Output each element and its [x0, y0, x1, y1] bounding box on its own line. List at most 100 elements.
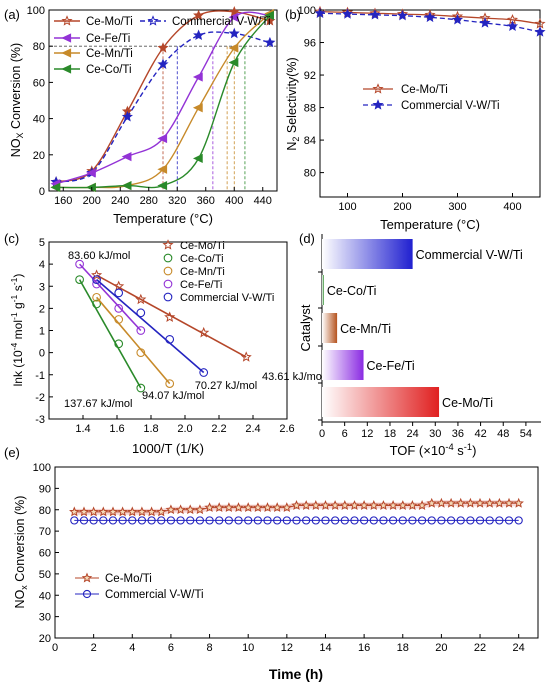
energy-label: 94.07 kJ/mol	[142, 390, 204, 402]
y-axis-title: Catalyst	[298, 304, 313, 351]
circle-marker	[331, 516, 340, 525]
circle-marker	[446, 516, 456, 525]
x-tick-label: 2.0	[177, 423, 192, 435]
circle-marker	[244, 516, 253, 525]
circle-marker	[92, 299, 101, 309]
y-tick-label: 84	[304, 135, 316, 147]
star-marker	[136, 506, 148, 517]
star-marker	[91, 269, 103, 280]
fit-line	[79, 263, 142, 332]
star-marker	[233, 502, 244, 513]
circle-marker	[163, 279, 173, 289]
circle-marker	[114, 339, 124, 349]
circle-marker	[369, 516, 378, 525]
x-tick-label: 30	[429, 428, 441, 440]
x-tick-label: 20	[435, 642, 447, 654]
x-tick-label: 12	[361, 428, 373, 440]
x-tick-label: 320	[168, 195, 186, 207]
circle-marker	[388, 516, 398, 525]
circle-marker	[163, 253, 173, 263]
energy-label: 70.27 kJ/mol	[195, 380, 257, 392]
y-tick-label: 60	[39, 548, 51, 560]
star-marker	[157, 58, 169, 69]
y-tick-label: 5	[39, 237, 45, 249]
circle-marker	[75, 275, 84, 284]
circle-marker	[359, 516, 369, 525]
star-marker	[310, 500, 322, 510]
star-marker	[213, 502, 225, 513]
circle-marker	[485, 516, 494, 525]
circle-marker	[136, 308, 146, 318]
energy-label: 83.60 kJ/mol	[68, 250, 130, 262]
circle-marker	[136, 326, 146, 335]
star-marker	[372, 83, 384, 94]
triangle-marker	[61, 48, 72, 58]
x-tick-label: 24	[406, 428, 418, 440]
triangle-marker	[86, 168, 96, 178]
star-marker	[223, 502, 235, 513]
y-tick-label: 70	[39, 526, 51, 538]
circle-marker	[114, 303, 124, 313]
circle-marker	[224, 516, 233, 525]
energy-label: 137.67 kJ/mol	[64, 398, 132, 410]
star-marker	[484, 497, 495, 508]
legend-label: Commercial V-W/Ti	[105, 589, 204, 601]
star-marker	[378, 500, 389, 510]
star-marker	[264, 36, 276, 48]
y-tick-label: 92	[304, 70, 316, 82]
x-tick-label: 1.6	[109, 423, 124, 435]
panel-b: 100 200 300 400 80 84 88 92 96 100 Temperature (°C…	[285, 5, 546, 232]
star-marker	[479, 17, 491, 28]
x-tick-label: 280	[140, 195, 158, 207]
y-tick-label: 4	[39, 259, 45, 271]
bar	[322, 350, 364, 380]
star-marker	[534, 17, 546, 29]
star-marker	[194, 504, 206, 515]
panel-label: (a)	[4, 7, 20, 22]
x-tick-label: 18	[384, 428, 396, 440]
star-marker	[445, 497, 457, 508]
circle-marker	[282, 516, 291, 525]
star-marker	[113, 280, 125, 291]
circle-marker	[234, 516, 243, 525]
y-tick-label: 0	[39, 348, 45, 360]
circle-marker	[176, 516, 185, 525]
legend-label: Ce-Fe/Ti	[180, 279, 222, 291]
circle-marker	[157, 516, 166, 525]
y-axis-title: lnk (10-4 mol-1 g-1 s-1)	[9, 274, 25, 387]
circle-marker	[321, 516, 330, 525]
circle-marker	[514, 516, 523, 525]
star-marker	[281, 502, 293, 513]
circle-marker	[466, 516, 475, 525]
bar	[322, 275, 324, 305]
circle-marker	[495, 516, 504, 525]
star-marker	[368, 500, 380, 510]
circle-marker	[166, 516, 176, 525]
panel-d: Commercial V-W/Ti Ce-Co/Ti Ce-Mn/Ti Ce-Fe/T…	[298, 231, 541, 458]
star-marker	[369, 9, 381, 20]
circle-marker	[92, 292, 101, 302]
star-marker	[291, 500, 302, 510]
y-tick-label: 80	[39, 505, 51, 517]
star-marker	[387, 500, 399, 510]
circle-marker	[215, 516, 224, 525]
circle-marker	[79, 516, 89, 525]
triangle-marker	[264, 10, 274, 21]
star-marker	[88, 506, 99, 517]
circle-marker	[89, 516, 98, 525]
triangle-marker	[192, 153, 203, 164]
circle-marker	[114, 315, 124, 324]
star-marker	[127, 506, 138, 517]
triangle-marker	[192, 72, 203, 82]
x-tick-label: 1.8	[143, 423, 158, 435]
series-line	[319, 12, 541, 33]
triangle-marker	[228, 43, 239, 53]
circle-marker	[475, 516, 485, 525]
star-marker	[396, 9, 409, 21]
star-marker	[372, 99, 384, 110]
circle-marker	[199, 368, 209, 377]
circle-marker	[504, 516, 514, 525]
y-tick-label: 96	[304, 38, 316, 50]
triangle-marker	[50, 182, 61, 192]
circle-marker	[99, 516, 108, 525]
